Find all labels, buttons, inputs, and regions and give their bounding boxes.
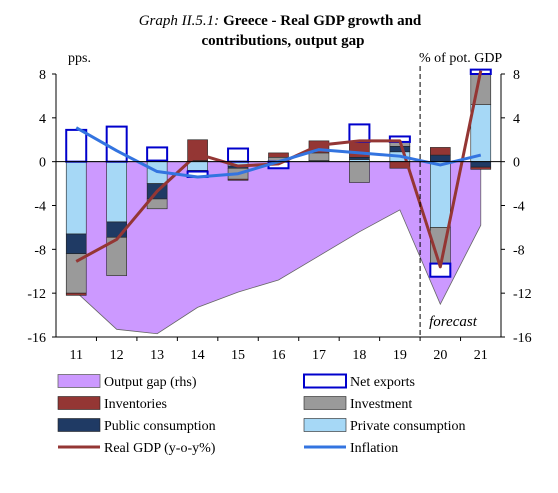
forecast-label: forecast xyxy=(429,314,478,330)
y-tick-label-right-8: 8 xyxy=(513,68,520,83)
chart-title-line2: contributions, output gap xyxy=(202,33,365,49)
bar-public-18 xyxy=(349,157,369,159)
bar-public-11 xyxy=(66,234,86,254)
y-tick-label-right--16: -16 xyxy=(513,331,532,346)
bar-investment-17 xyxy=(309,153,329,161)
legend-label-investment: Investment xyxy=(350,397,412,412)
legend-label-netexports: Net exports xyxy=(350,375,415,390)
y-axis-right-label: % of pot. GDP xyxy=(419,51,502,66)
bar-inventories-21 xyxy=(471,167,491,169)
legend-label-inflation: Inflation xyxy=(350,441,398,456)
legend-swatch-output_gap xyxy=(58,375,100,388)
legend-swatch-netexports xyxy=(304,375,346,388)
legend-label-public: Public consumption xyxy=(104,419,216,434)
x-tick-label-11: 11 xyxy=(69,348,82,363)
legend-swatch-investment xyxy=(304,397,346,410)
bar-investment-18 xyxy=(349,162,369,183)
bar-public-19 xyxy=(390,146,410,151)
bar-inventories-18 xyxy=(349,142,369,157)
x-tick-label-15: 15 xyxy=(231,348,245,363)
y-tick-label-right-4: 4 xyxy=(513,112,520,127)
bar-netexports-12 xyxy=(107,127,127,162)
bar-public-20 xyxy=(430,155,450,162)
x-tick-label-12: 12 xyxy=(110,348,124,363)
legend-swatch-public xyxy=(58,419,100,432)
x-tick-label-18: 18 xyxy=(352,348,366,363)
y-tick-label-right-0: 0 xyxy=(513,156,520,171)
x-tick-label-17: 17 xyxy=(312,348,326,363)
bar-netexports-13 xyxy=(147,147,167,160)
x-tick-label-14: 14 xyxy=(191,348,205,363)
legend-label-real_gdp: Real GDP (y-o-y%) xyxy=(104,441,216,456)
y-tick-label-left--12: -12 xyxy=(27,287,46,302)
x-tick-label-19: 19 xyxy=(393,348,407,363)
bar-netexports-18 xyxy=(349,124,369,142)
legend-label-output_gap: Output gap (rhs) xyxy=(104,375,197,390)
bar-private-21 xyxy=(471,105,491,162)
bar-inventories-16 xyxy=(269,153,289,157)
chart-title-prefix: Graph II.5.1: xyxy=(139,13,219,29)
y-tick-label-left-4: 4 xyxy=(39,112,46,127)
y-tick-label-right--12: -12 xyxy=(513,287,532,302)
y-axis-left-label: pps. xyxy=(68,51,91,66)
y-tick-label-left--8: -8 xyxy=(34,243,46,258)
bar-inventories-15 xyxy=(228,179,248,180)
chart-title-line1: Graph II.5.1:Greece - Real GDP growth an… xyxy=(139,13,422,29)
chart-title: Greece - Real GDP growth and xyxy=(223,13,422,29)
bar-inventories-11 xyxy=(66,293,86,295)
legend-label-inventories: Inventories xyxy=(104,397,167,412)
legend-swatch-private xyxy=(304,419,346,432)
legend: Output gap (rhs) Net exports Inventories In… xyxy=(58,375,466,457)
y-tick-label-right--4: -4 xyxy=(513,200,525,215)
legend-label-private: Private consumption xyxy=(350,419,466,434)
x-tick-label-16: 16 xyxy=(272,348,286,363)
legend-swatch-inventories xyxy=(58,397,100,410)
bar-public-21 xyxy=(471,162,491,167)
bar-netexports-15 xyxy=(228,149,248,162)
y-tick-label-right--8: -8 xyxy=(513,243,525,258)
bar-inventories-20 xyxy=(430,147,450,155)
bar-private-20 xyxy=(430,162,450,228)
y-tick-label-left--16: -16 xyxy=(27,331,46,346)
bar-investment-11 xyxy=(66,254,86,293)
bar-private-11 xyxy=(66,162,86,234)
y-tick-label-left-0: 0 xyxy=(39,156,46,171)
x-tick-label-20: 20 xyxy=(433,348,447,363)
bar-private-12 xyxy=(107,162,127,222)
y-tick-label-left-8: 8 xyxy=(39,68,46,83)
x-tick-label-21: 21 xyxy=(474,348,488,363)
x-tick-label-13: 13 xyxy=(150,348,164,363)
bar-netexports-11 xyxy=(66,130,86,162)
bar-private-14 xyxy=(188,162,208,171)
y-tick-label-left--4: -4 xyxy=(34,200,46,215)
